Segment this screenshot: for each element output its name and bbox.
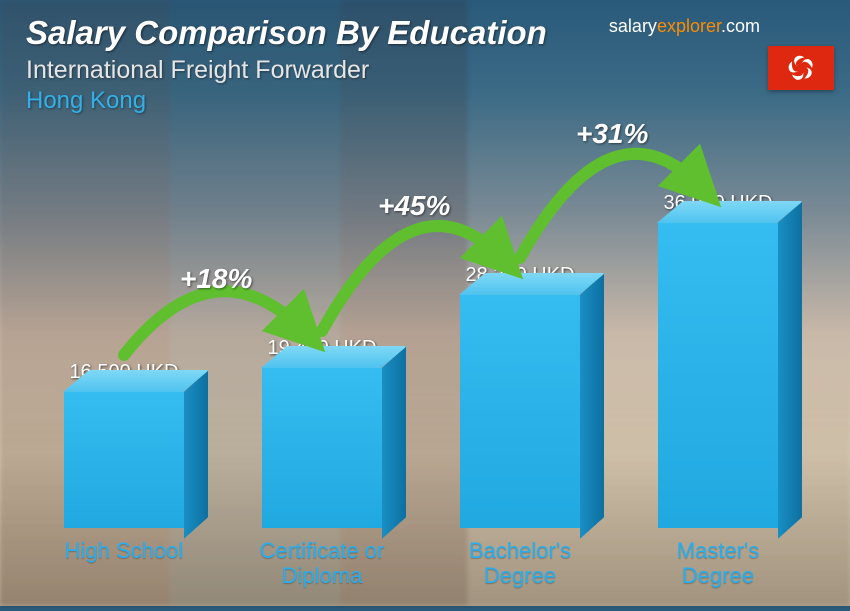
delta-label: +45% — [378, 190, 450, 222]
brand-part2: explorer — [657, 16, 721, 36]
bar-category-label: Certificate orDiploma — [260, 538, 385, 590]
bar-category-label: High School — [65, 538, 184, 590]
brand-part3: .com — [721, 16, 760, 36]
bar-category-label: Bachelor'sDegree — [469, 538, 571, 590]
bar — [460, 295, 580, 528]
delta-label: +18% — [180, 263, 252, 295]
brand-watermark: salaryexplorer.com — [609, 16, 760, 37]
bar — [658, 223, 778, 528]
brand-part1: salary — [609, 16, 657, 36]
bar-column: 16,500 HKDHigh School — [34, 130, 214, 590]
bar — [262, 368, 382, 528]
bar-category-label: Master'sDegree — [677, 538, 759, 590]
delta-label: +31% — [576, 118, 648, 150]
location-label: Hong Kong — [26, 87, 824, 115]
bar-column: 28,200 HKDBachelor'sDegree — [430, 130, 610, 590]
subtitle: International Freight Forwarder — [26, 56, 824, 85]
bar — [64, 392, 184, 528]
bar-column: 36,900 HKDMaster'sDegree — [628, 130, 808, 590]
hong-kong-flag-icon — [768, 46, 834, 90]
